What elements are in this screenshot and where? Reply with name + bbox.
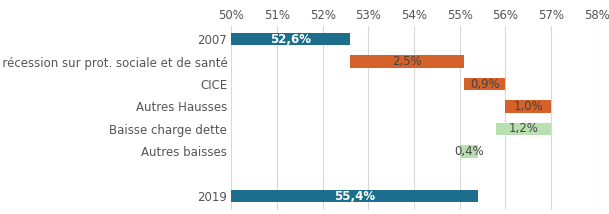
Bar xyxy=(350,55,465,68)
Text: 1,2%: 1,2% xyxy=(509,122,539,135)
Text: 55,4%: 55,4% xyxy=(334,190,375,203)
Bar xyxy=(505,100,551,113)
Text: 52,6%: 52,6% xyxy=(270,33,311,46)
Bar xyxy=(465,78,505,90)
Text: 1,0%: 1,0% xyxy=(513,100,543,113)
Bar xyxy=(231,33,350,45)
Bar xyxy=(460,145,478,158)
Text: 2,5%: 2,5% xyxy=(392,55,422,68)
Bar xyxy=(231,190,478,202)
Text: 0,9%: 0,9% xyxy=(470,77,500,91)
Text: 0,4%: 0,4% xyxy=(454,145,484,158)
Bar xyxy=(496,123,551,135)
